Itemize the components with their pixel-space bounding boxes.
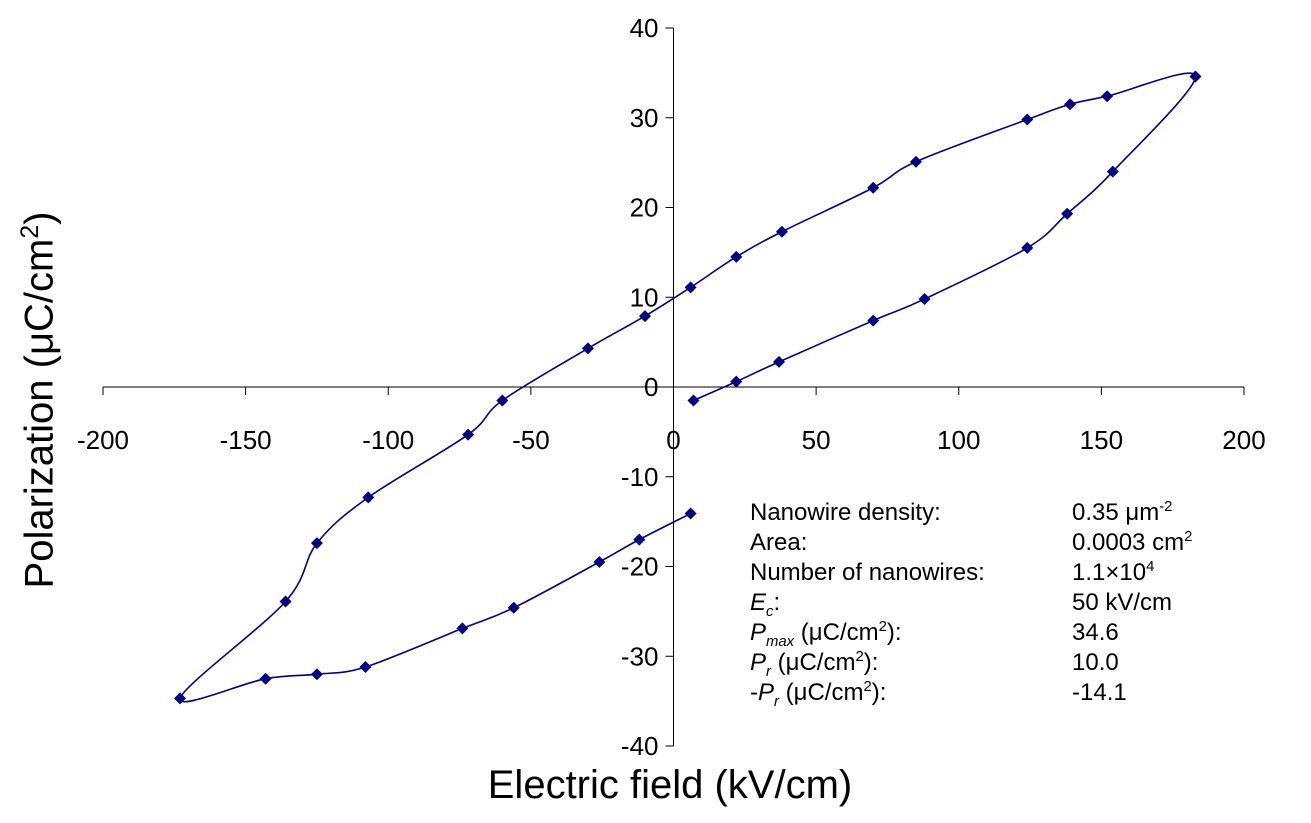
data-point-marker xyxy=(593,556,606,569)
x-tick-label: 50 xyxy=(802,425,831,455)
data-point-marker xyxy=(918,293,931,306)
y-axis-label-wrap: Polarization (μC/cm2) xyxy=(0,100,80,700)
data-point-marker xyxy=(867,314,880,327)
param-label: Pr (μC/cm2): xyxy=(750,649,879,680)
param-value: -14.1 xyxy=(1072,679,1127,706)
data-point-marker xyxy=(462,428,475,441)
x-tick-label: -200 xyxy=(77,425,129,455)
y-tick-label: 30 xyxy=(630,103,659,133)
y-tick-label: -10 xyxy=(621,462,659,492)
data-point-marker xyxy=(507,601,520,614)
data-point-marker xyxy=(456,622,469,635)
param-value: 10.0 xyxy=(1072,649,1119,676)
x-tick-label: -50 xyxy=(512,425,550,455)
data-point-marker xyxy=(1061,207,1074,220)
x-tick-label: 150 xyxy=(1080,425,1123,455)
param-label: Nanowire density: xyxy=(750,499,941,526)
param-value: 0.0003 cm2 xyxy=(1072,529,1193,556)
data-point-marker xyxy=(773,355,786,368)
data-point-marker xyxy=(362,491,375,504)
y-tick-label: 20 xyxy=(630,193,659,223)
data-point-marker xyxy=(775,225,788,238)
x-tick-label: 0 xyxy=(666,425,680,455)
param-value: 50 kV/cm xyxy=(1072,589,1173,616)
data-point-marker xyxy=(867,181,880,194)
param-row-area: Area: 0.0003 cm2 xyxy=(750,529,1290,559)
axes xyxy=(102,27,1245,747)
y-tick-label: 10 xyxy=(630,282,659,312)
y-tick-label: -20 xyxy=(621,552,659,582)
x-tick-label: 100 xyxy=(937,425,980,455)
param-label: Ec: xyxy=(750,589,781,620)
param-label: Pmax (μC/cm2): xyxy=(750,619,902,650)
y-tick-label: 40 xyxy=(630,13,659,43)
data-point-marker xyxy=(730,375,743,388)
y-tick-label: 0 xyxy=(644,372,658,402)
param-row-neg-pr: -Pr (μC/cm2): -14.1 xyxy=(750,679,1290,709)
data-point-marker xyxy=(633,533,646,546)
data-point-marker xyxy=(279,595,292,608)
data-point-marker xyxy=(638,310,651,323)
param-value: 0.35 μm-2 xyxy=(1072,499,1173,526)
data-point-marker xyxy=(1063,98,1076,111)
data-point-marker xyxy=(684,281,697,294)
param-row-ec: Ec: 50 kV/cm xyxy=(750,589,1290,619)
param-value: 1.1×104 xyxy=(1072,559,1155,586)
data-point-marker xyxy=(1021,241,1034,254)
x-tick-label: -150 xyxy=(220,425,272,455)
x-tick-label: 200 xyxy=(1222,425,1265,455)
param-label: Area: xyxy=(750,529,808,556)
param-label: Number of nanowires: xyxy=(750,559,985,586)
x-tick-label: -100 xyxy=(362,425,414,455)
tick-labels: -200 -150 -100 -50 0 50 100 150 200403020100-10-… xyxy=(77,13,1266,761)
data-point-marker xyxy=(359,661,372,674)
data-point-marker xyxy=(730,250,743,263)
data-point-marker xyxy=(1101,90,1114,103)
data-point-marker xyxy=(1021,113,1034,126)
data-point-marker xyxy=(496,394,509,407)
param-row-count: Number of nanowires: 1.1×104 xyxy=(750,559,1290,589)
data-point-marker xyxy=(310,537,323,550)
param-row-density: Nanowire density: 0.35 μm-2 xyxy=(750,499,1290,529)
data-point-marker xyxy=(687,394,700,407)
data-point-marker xyxy=(581,342,594,355)
x-axis-label: Electric field (kV/cm) xyxy=(487,763,853,807)
data-point-marker xyxy=(684,507,697,520)
y-tick-label: -30 xyxy=(621,641,659,671)
param-row-pr: Pr (μC/cm2): 10.0 xyxy=(750,649,1290,679)
data-point-marker xyxy=(259,672,272,685)
data-point-marker xyxy=(909,155,922,168)
param-label: -Pr (μC/cm2): xyxy=(750,679,887,710)
data-point-marker xyxy=(1189,70,1202,83)
y-tick-label: -40 xyxy=(621,731,659,761)
param-value: 34.6 xyxy=(1072,619,1119,646)
data-point-marker xyxy=(310,668,323,681)
data-point-marker xyxy=(1106,165,1119,178)
data-markers xyxy=(174,70,1202,705)
data-point-marker xyxy=(174,692,187,705)
y-axis-label: Polarization (μC/cm2) xyxy=(17,211,62,589)
param-row-pmax: Pmax (μC/cm2): 34.6 xyxy=(750,619,1290,649)
